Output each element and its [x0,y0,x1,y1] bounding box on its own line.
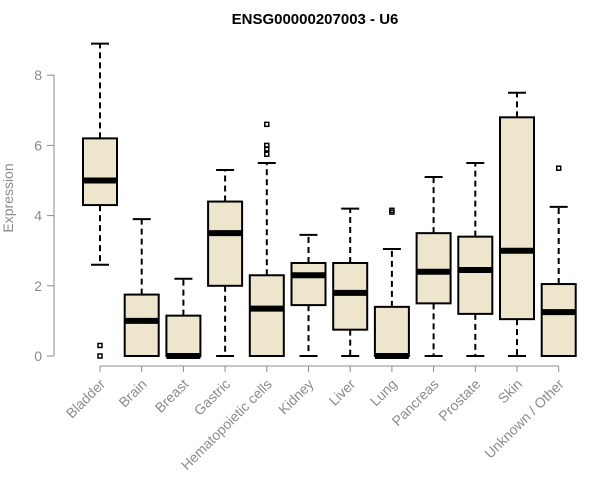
y-tick-label: 2 [34,278,42,294]
box [165,314,202,358]
y-axis: 0 2 4 6 8 [34,67,55,364]
x-tick-label: Kidney [275,376,317,418]
y-tick-label: 8 [34,67,42,83]
y-tick-label: 6 [34,137,42,153]
box-group [165,277,202,359]
box [290,261,327,307]
box-group [123,218,160,358]
box-group [290,233,327,357]
box-group [540,165,577,358]
box [332,261,369,331]
box [415,232,452,305]
chart-title: ENSG00000207003 - U6 [232,11,399,28]
box [457,235,494,315]
y-tick-label: 4 [34,208,42,224]
y-tick-label: 0 [34,348,42,364]
outlier-point [264,151,270,157]
x-tick-label: Bladder [63,376,109,422]
outlier-point [264,142,270,149]
x-tick-label: Unknown / Other [481,376,567,462]
box [540,283,577,358]
box [248,274,285,357]
box-group [415,175,452,357]
box-group [248,121,285,357]
x-tick-label: Skin [495,376,526,407]
box-group [499,91,535,357]
x-tick-label: Liver [326,376,359,409]
box-group [82,42,118,359]
box-group [207,168,244,357]
outlier-point [555,165,562,171]
outlier-point [264,121,270,128]
x-tick-label: Prostate [435,376,483,424]
x-tick-label: Brain [115,376,149,410]
outlier-point [97,353,103,359]
x-tick-label: Breast [152,376,192,416]
outlier-point [389,207,395,214]
outlier-point [97,342,103,349]
x-tick-label: Lung [367,376,400,409]
box [499,116,535,321]
y-axis-label: Expression [0,163,16,232]
box [123,293,160,358]
box [207,200,244,287]
box-series [82,42,577,359]
box-group [332,207,369,357]
box [373,305,410,357]
box [82,137,118,207]
box-group [457,161,494,357]
box-group [373,207,410,359]
